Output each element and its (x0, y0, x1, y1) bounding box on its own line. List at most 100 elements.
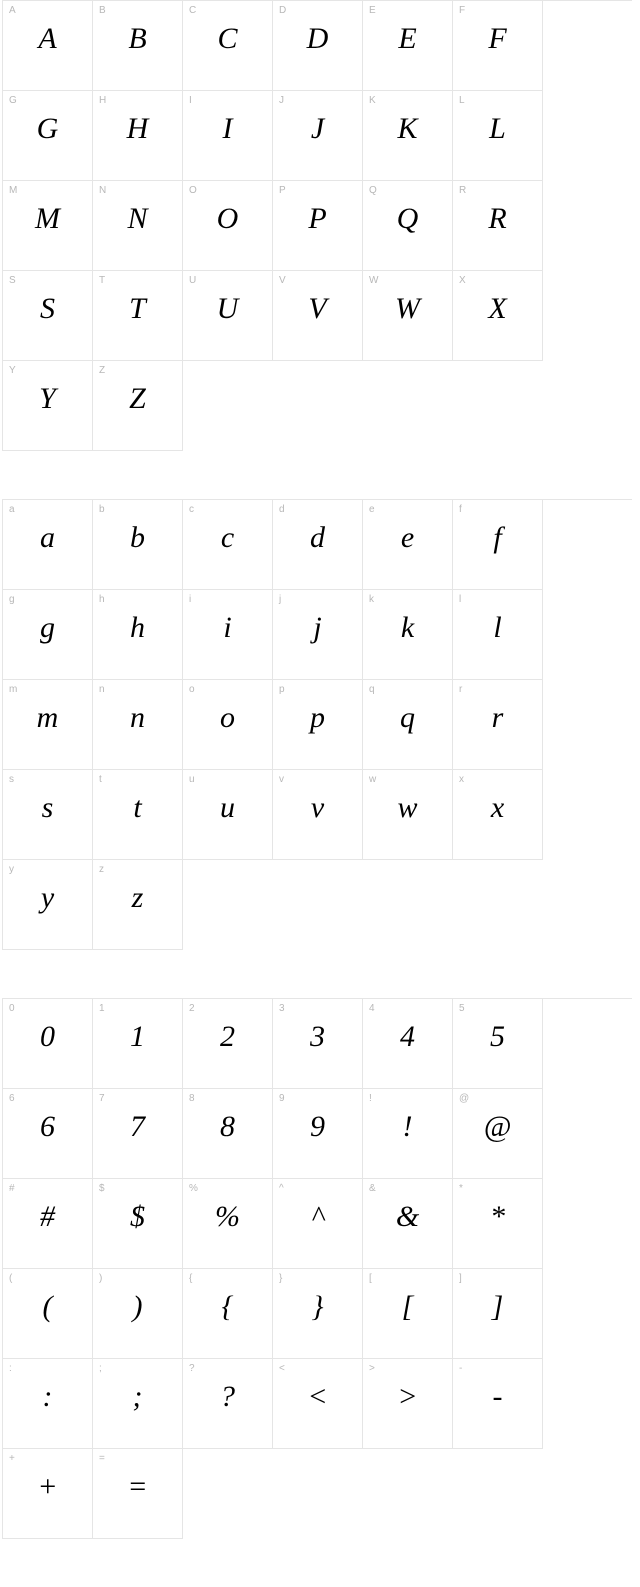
glyph-key-label: i (189, 594, 191, 605)
glyph-cell: == (93, 1449, 183, 1539)
glyph-display: { (183, 1287, 272, 1327)
glyph-display: k (363, 608, 452, 648)
glyph-display: C (183, 19, 272, 59)
glyph-display: 7 (93, 1107, 182, 1147)
glyph-display: P (273, 199, 362, 239)
glyph-cell: -- (453, 1359, 543, 1449)
glyph-key-label: X (459, 275, 466, 286)
glyph-display: S (3, 289, 92, 329)
glyph-display: } (273, 1287, 362, 1327)
glyph-cell: WW (363, 271, 453, 361)
glyph-display: 4 (363, 1017, 452, 1057)
glyph-display: R (453, 199, 542, 239)
character-map: AABBCCDDEEFFGGHHIIJJKKLLMMNNOOPPQQRRSSTT… (0, 0, 640, 1539)
glyph-display: $ (93, 1197, 182, 1237)
glyph-key-label: y (9, 864, 14, 875)
glyph-display: M (3, 199, 92, 239)
glyph-display: N (93, 199, 182, 239)
glyph-cell: vv (273, 770, 363, 860)
glyph-cell: kk (363, 590, 453, 680)
glyph-cell: %% (183, 1179, 273, 1269)
glyph-key-label: & (369, 1183, 376, 1194)
glyph-key-label: ] (459, 1273, 462, 1284)
glyph-cell: )) (93, 1269, 183, 1359)
glyph-key-label: O (189, 185, 197, 196)
glyph-display: a (3, 518, 92, 558)
glyph-display: 0 (3, 1017, 92, 1057)
glyph-display: v (273, 788, 362, 828)
glyph-cell: pp (273, 680, 363, 770)
glyph-key-label: b (99, 504, 105, 515)
glyph-cell: yy (3, 860, 93, 950)
glyph-display: ) (93, 1287, 182, 1327)
glyph-display: m (3, 698, 92, 738)
glyph-key-label: 4 (369, 1003, 375, 1014)
glyph-cell: dd (273, 500, 363, 590)
glyph-cell: 44 (363, 999, 453, 1089)
glyph-cell: SS (3, 271, 93, 361)
glyph-cell: >> (363, 1359, 453, 1449)
glyph-key-label: q (369, 684, 375, 695)
glyph-key-label: 1 (99, 1003, 105, 1014)
glyph-cell: ** (453, 1179, 543, 1269)
glyph-key-label: m (9, 684, 17, 695)
glyph-key-label: e (369, 504, 375, 515)
glyph-display: J (273, 109, 362, 149)
glyph-display: d (273, 518, 362, 558)
glyph-display: g (3, 608, 92, 648)
glyph-cell: JJ (273, 91, 363, 181)
glyph-key-label: [ (369, 1273, 372, 1284)
glyph-display: 2 (183, 1017, 272, 1057)
glyph-key-label: < (279, 1363, 285, 1374)
glyph-cell: ## (3, 1179, 93, 1269)
glyph-cell: && (363, 1179, 453, 1269)
glyph-display: ? (183, 1377, 272, 1417)
glyph-key-label: g (9, 594, 15, 605)
glyph-key-label: F (459, 5, 465, 16)
glyph-cell: OO (183, 181, 273, 271)
glyph-key-label: 2 (189, 1003, 195, 1014)
glyph-key-label: V (279, 275, 286, 286)
glyph-display: s (3, 788, 92, 828)
glyph-display: q (363, 698, 452, 738)
glyph-display: 9 (273, 1107, 362, 1147)
glyph-key-label: * (459, 1183, 463, 1194)
glyph-display: x (453, 788, 542, 828)
glyph-key-label: o (189, 684, 195, 695)
glyph-key-label: : (9, 1363, 12, 1374)
glyph-grid: 00112233445566778899!!@@##$$%%^^&&**(())… (2, 998, 632, 1539)
glyph-display: U (183, 289, 272, 329)
glyph-display: * (453, 1197, 542, 1237)
glyph-cell: ee (363, 500, 453, 590)
glyph-key-label: 6 (9, 1093, 15, 1104)
glyph-key-label: B (99, 5, 106, 16)
glyph-display: f (453, 518, 542, 558)
glyph-display: 3 (273, 1017, 362, 1057)
glyph-display: F (453, 19, 542, 59)
glyph-key-label: Z (99, 365, 105, 376)
glyph-cell: ?? (183, 1359, 273, 1449)
glyph-display: [ (363, 1287, 452, 1327)
glyph-key-label: R (459, 185, 466, 196)
glyph-key-label: u (189, 774, 195, 785)
glyph-display: ! (363, 1107, 452, 1147)
glyph-cell: << (273, 1359, 363, 1449)
glyph-cell: ww (363, 770, 453, 860)
glyph-cell: hh (93, 590, 183, 680)
glyph-display: u (183, 788, 272, 828)
glyph-cell: ;; (93, 1359, 183, 1449)
glyph-display: n (93, 698, 182, 738)
glyph-cell: PP (273, 181, 363, 271)
glyph-cell: 00 (3, 999, 93, 1089)
glyph-key-label: ^ (279, 1183, 284, 1194)
glyph-cell: ii (183, 590, 273, 680)
glyph-key-label: 5 (459, 1003, 465, 1014)
glyph-cell: xx (453, 770, 543, 860)
glyph-display: i (183, 608, 272, 648)
glyph-key-label: $ (99, 1183, 105, 1194)
glyph-display: < (273, 1377, 362, 1417)
glyph-cell: 55 (453, 999, 543, 1089)
glyph-cell: qq (363, 680, 453, 770)
glyph-key-label: ! (369, 1093, 372, 1104)
glyph-display: 1 (93, 1017, 182, 1057)
